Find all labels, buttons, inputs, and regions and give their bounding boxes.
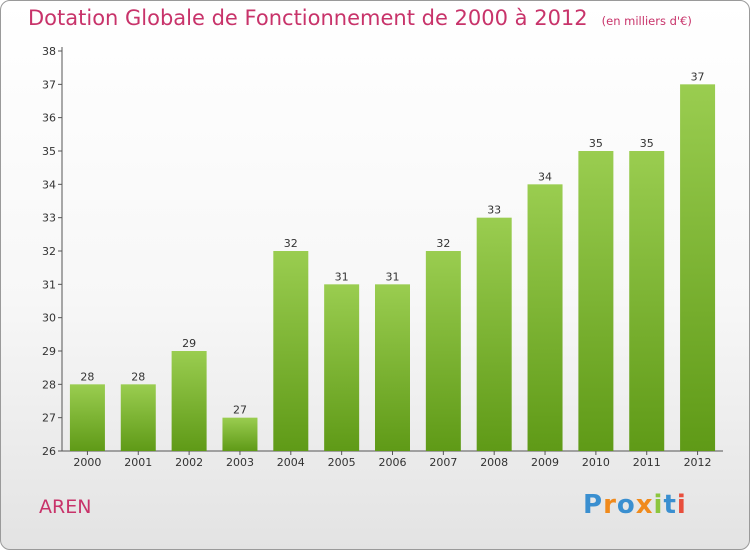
x-tick-label: 2002 bbox=[175, 456, 203, 469]
x-tick-label: 2000 bbox=[73, 456, 101, 469]
y-tick-label: 28 bbox=[42, 378, 56, 391]
y-tick-label: 37 bbox=[42, 78, 56, 91]
x-tick-label: 2008 bbox=[480, 456, 508, 469]
bar-value-label: 31 bbox=[335, 270, 349, 283]
bar-value-label: 32 bbox=[436, 237, 450, 250]
labels-group: 28 2000 28 2001 29 2002 27 2003 32 2004 31 2005 31 20… bbox=[73, 70, 711, 469]
title-text: Dotation Globale de Fonctionnement de 20… bbox=[28, 6, 588, 30]
x-tick-label: 2009 bbox=[531, 456, 559, 469]
bar-value-label: 34 bbox=[538, 170, 552, 183]
bar bbox=[527, 184, 563, 452]
bar bbox=[375, 284, 410, 451]
bar bbox=[171, 351, 207, 451]
x-tick-label: 2011 bbox=[633, 456, 661, 469]
x-tick-label: 2001 bbox=[124, 456, 152, 469]
subtitle-text: (en milliers d'€) bbox=[601, 14, 692, 28]
y-tick-label: 27 bbox=[42, 412, 56, 425]
bar-value-label: 28 bbox=[80, 370, 94, 383]
bar-value-label: 35 bbox=[640, 137, 654, 150]
chart-title: Dotation Globale de Fonctionnement de 20… bbox=[28, 6, 692, 30]
x-tick-label: 2010 bbox=[582, 456, 610, 469]
y-tick-label: 32 bbox=[42, 245, 56, 258]
bar-value-label: 31 bbox=[386, 270, 400, 283]
bar bbox=[273, 251, 309, 451]
x-tick-label: 2007 bbox=[429, 456, 457, 469]
bar bbox=[578, 151, 614, 451]
bar bbox=[120, 384, 156, 451]
x-tick-label: 2003 bbox=[226, 456, 254, 469]
bar-value-label: 32 bbox=[284, 237, 298, 250]
bar bbox=[629, 151, 665, 451]
proxiti-logo: Proxiti bbox=[583, 490, 687, 520]
bar-value-label: 33 bbox=[487, 204, 501, 217]
axes: 26 27 28 29 30 31 32 33 34 35 36 37 38 bbox=[42, 45, 723, 458]
bar bbox=[680, 84, 716, 451]
x-tick-label: 2005 bbox=[328, 456, 356, 469]
y-tick-label: 26 bbox=[42, 445, 56, 458]
x-tick-label: 2004 bbox=[277, 456, 305, 469]
y-tick-label: 34 bbox=[42, 178, 56, 191]
y-tick-label: 35 bbox=[42, 145, 56, 158]
y-tick-label: 33 bbox=[42, 212, 56, 225]
bar-value-label: 37 bbox=[691, 70, 705, 83]
bar-value-label: 28 bbox=[131, 370, 145, 383]
y-tick-label: 29 bbox=[42, 345, 56, 358]
x-tick-label: 2012 bbox=[684, 456, 712, 469]
bar bbox=[69, 384, 105, 451]
y-tick-label: 38 bbox=[42, 45, 56, 58]
y-tick-label: 36 bbox=[42, 112, 56, 125]
bar bbox=[425, 251, 461, 451]
commune-name: AREN bbox=[39, 496, 92, 518]
bar bbox=[222, 417, 258, 451]
bar bbox=[324, 284, 360, 451]
bar-value-label: 27 bbox=[233, 404, 247, 417]
bar-value-label: 29 bbox=[182, 337, 196, 350]
y-tick-label: 31 bbox=[42, 278, 56, 291]
bar-value-label: 35 bbox=[589, 137, 603, 150]
y-tick-label: 30 bbox=[42, 312, 56, 325]
bar bbox=[476, 217, 512, 451]
bars-group bbox=[69, 84, 716, 452]
x-tick-label: 2006 bbox=[379, 456, 407, 469]
